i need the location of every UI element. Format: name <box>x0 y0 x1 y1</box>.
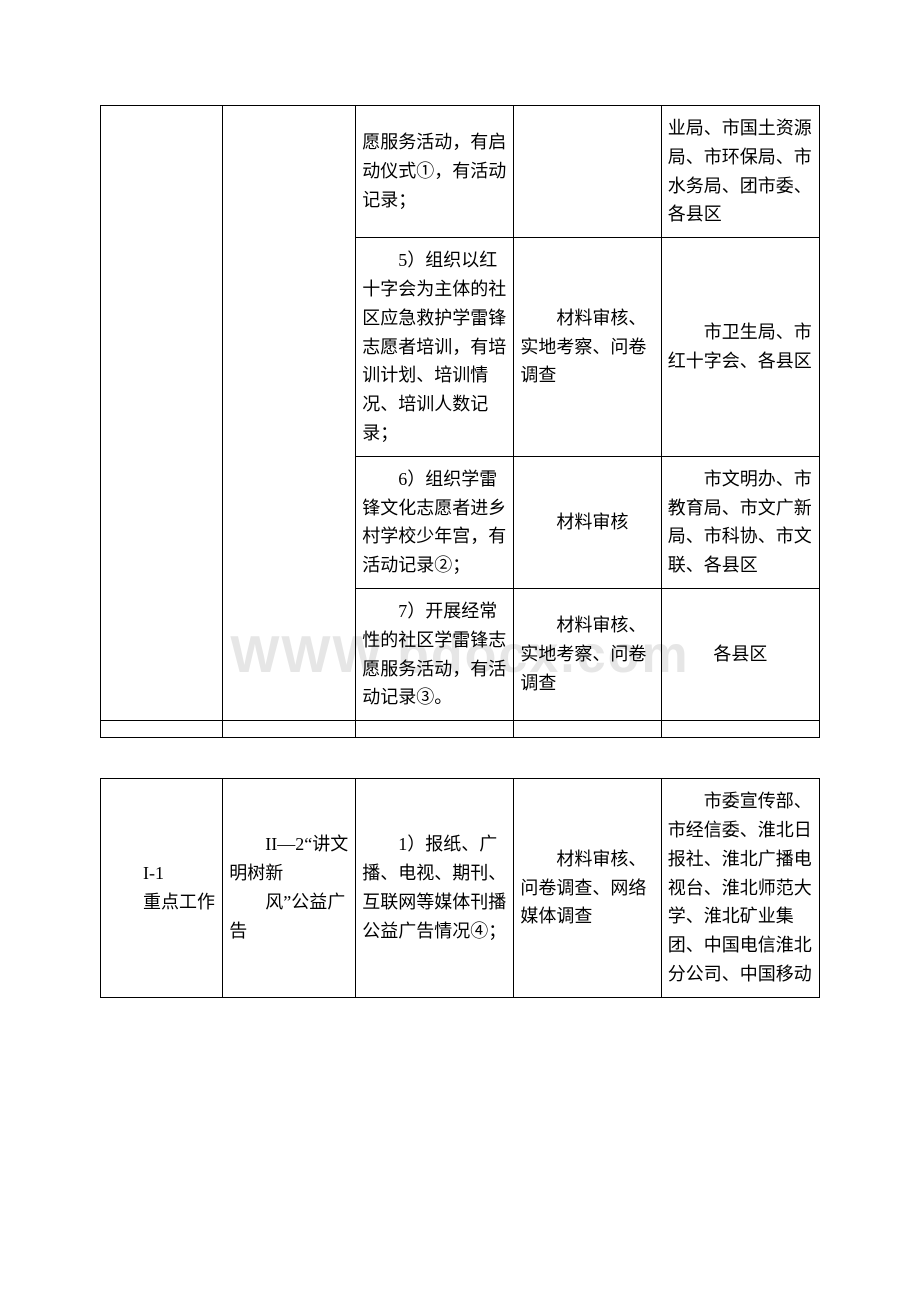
cell-col2 <box>223 721 356 738</box>
cell-col5 <box>661 721 819 738</box>
cell-col1 <box>101 106 223 721</box>
cell-col5: 市委宣传部、市经信委、淮北日报社、淮北广播电视台、淮北师范大学、淮北矿业集团、中… <box>661 779 819 998</box>
cell-col5: 市卫生局、市红十字会、各县区 <box>661 238 819 457</box>
cell-col1 <box>101 721 223 738</box>
table-row: I-1 重点工作 II—2“讲文明树新 风”公益广告 1）报纸、广播、电视、期刊… <box>101 779 820 998</box>
cell-col5: 市文明办、市教育局、市文广新局、市科协、市文联、各县区 <box>661 456 819 588</box>
cell-col3 <box>356 721 514 738</box>
cell-col5: 各县区 <box>661 588 819 720</box>
cell-col4 <box>514 721 661 738</box>
cell-col3: 愿服务活动，有启动仪式①，有活动记录； <box>356 106 514 238</box>
cell-col4: 材料审核、实地考察、问卷调查 <box>514 238 661 457</box>
cell-col3: 5）组织以红十字会为主体的社区应急救护学雷锋志愿者培训，有培训计划、培训情况、培… <box>356 238 514 457</box>
cell-col1: I-1 重点工作 <box>101 779 223 998</box>
cell-col4 <box>514 106 661 238</box>
table-row <box>101 721 820 738</box>
table-2: I-1 重点工作 II—2“讲文明树新 风”公益广告 1）报纸、广播、电视、期刊… <box>100 778 820 998</box>
cell-col4: 材料审核、实地考察、问卷调查 <box>514 588 661 720</box>
cell-col4: 材料审核、问卷调查、网络媒体调查 <box>514 779 661 998</box>
cell-col3: 1）报纸、广播、电视、期刊、互联网等媒体刊播公益广告情况④； <box>356 779 514 998</box>
table-1: 愿服务活动，有启动仪式①，有活动记录； 业局、市国土资源局、市环保局、市水务局、… <box>100 105 820 738</box>
cell-col5: 业局、市国土资源局、市环保局、市水务局、团市委、各县区 <box>661 106 819 238</box>
cell-col2 <box>223 106 356 721</box>
table-row: 愿服务活动，有启动仪式①，有活动记录； 业局、市国土资源局、市环保局、市水务局、… <box>101 106 820 238</box>
cell-col3: 6）组织学雷锋文化志愿者进乡村学校少年宫，有活动记录②； <box>356 456 514 588</box>
cell-col2: II—2“讲文明树新 风”公益广告 <box>223 779 356 998</box>
document-content: 愿服务活动，有启动仪式①，有活动记录； 业局、市国土资源局、市环保局、市水务局、… <box>100 105 820 998</box>
table-gap <box>100 738 820 778</box>
cell-col3: 7）开展经常性的社区学雷锋志愿服务活动，有活动记录③。 <box>356 588 514 720</box>
cell-col4: 材料审核 <box>514 456 661 588</box>
